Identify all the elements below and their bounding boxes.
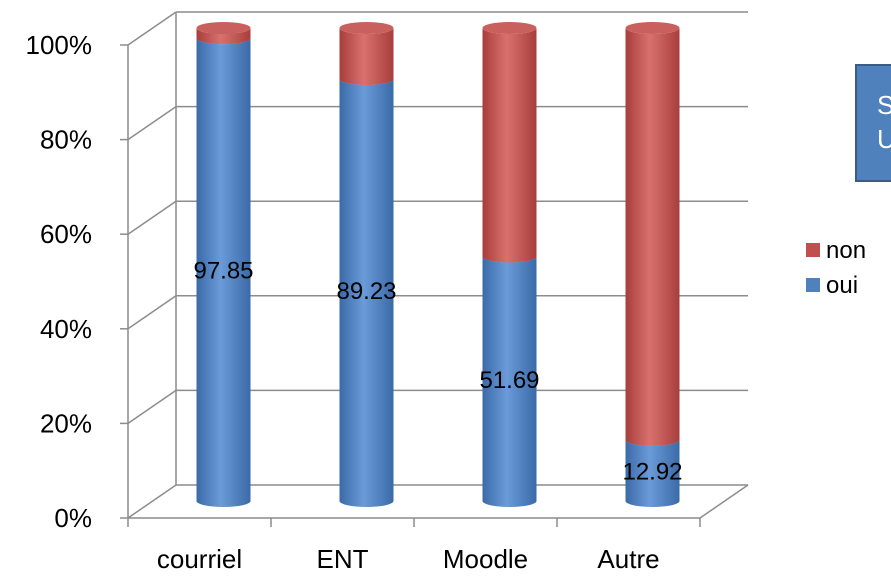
bar-oui-courriel: [196, 38, 251, 508]
bar-non-Moodle: [482, 28, 537, 263]
x-tick-label: Moodle: [443, 544, 528, 574]
y-tick-label: 0%: [54, 503, 92, 533]
gridline-side: [127, 105, 177, 141]
bar-oui-Autre: [625, 439, 680, 507]
x-tick-label: courriel: [157, 544, 242, 574]
gridline-side: [127, 11, 177, 46]
bar-non-ENT: [339, 28, 394, 85]
y-tick-label: 100%: [26, 30, 93, 60]
y-tick-label: 80%: [40, 125, 92, 155]
gridline-side: [127, 200, 177, 235]
legend-swatch-oui: [806, 278, 820, 292]
x-tick-label: ENT: [317, 544, 369, 574]
legend-swatch-non: [806, 243, 820, 257]
axes: [120, 12, 749, 527]
legend-label-oui: oui: [826, 272, 858, 299]
bar-top-non-Moodle: [482, 22, 537, 34]
data-label: 51.69: [479, 367, 539, 394]
y-tick-label: 40%: [40, 314, 92, 344]
floor-right-edge: [699, 484, 749, 519]
gridline-side: [127, 295, 177, 330]
bar-top-non-ENT: [339, 22, 394, 34]
gridline-side: [127, 484, 177, 519]
bar-oui-ENT: [339, 78, 394, 507]
bar-top-non-Autre: [625, 22, 680, 34]
title-line-1: S: [877, 90, 891, 120]
bar-non-Autre: [625, 28, 680, 446]
gridline-side: [127, 389, 177, 425]
data-label: 97.85: [193, 258, 253, 285]
title-line-2: U: [877, 124, 891, 154]
x-tick-label: Autre: [597, 544, 659, 574]
bar-non-courriel: [196, 28, 251, 45]
legend-label-non: non: [826, 237, 866, 264]
bar-oui-Moodle: [482, 256, 537, 507]
data-label: 12.92: [622, 458, 682, 485]
labels: 0% 20% 40% 60% 80% 100% courriel 97.85 ENT 89.23 M…: [26, 30, 683, 574]
y-tick-label: 60%: [40, 219, 92, 249]
y-tick-label: 20%: [40, 408, 92, 438]
legend: non oui: [806, 237, 866, 299]
data-label: 89.23: [336, 278, 396, 305]
bar-top-non-courriel: [196, 22, 251, 34]
chart-title-box: S U: [855, 64, 891, 182]
bars: [196, 22, 680, 508]
